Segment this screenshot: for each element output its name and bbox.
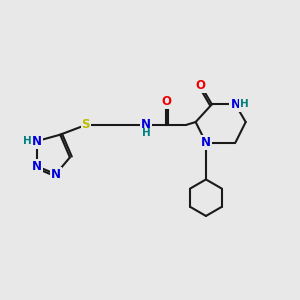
Text: N: N [51,168,61,181]
Text: N: N [201,136,211,149]
Text: S: S [82,118,90,131]
Text: N: N [141,118,151,131]
Text: N: N [230,98,240,111]
Text: N: N [32,135,42,148]
Text: O: O [161,95,171,108]
Text: H: H [240,99,249,110]
Text: O: O [196,79,206,92]
Text: N: N [32,160,42,173]
Text: H: H [23,136,32,146]
Text: H: H [142,128,150,138]
